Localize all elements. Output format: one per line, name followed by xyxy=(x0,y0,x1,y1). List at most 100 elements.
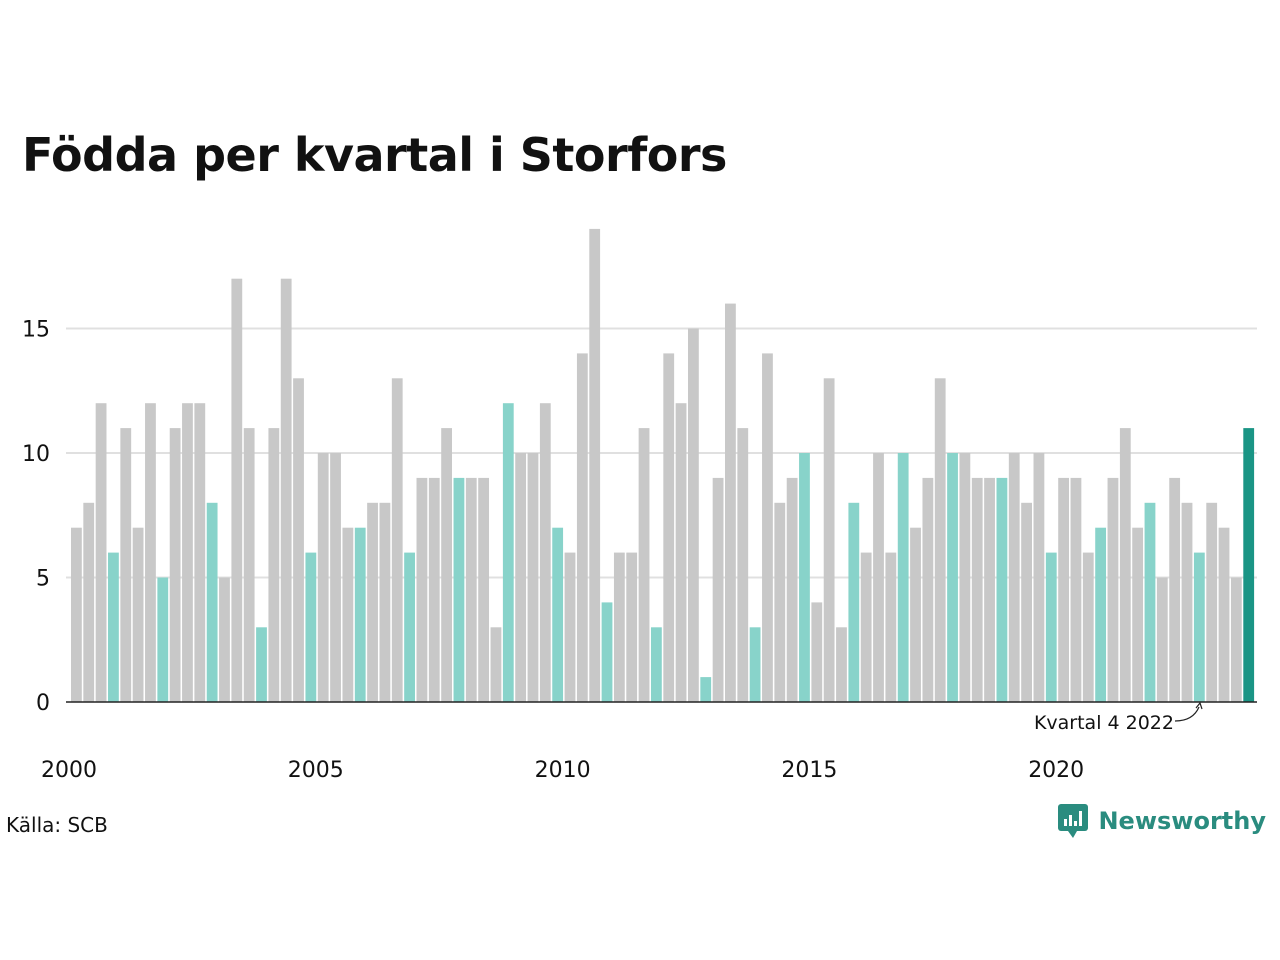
source-note: Källa: SCB xyxy=(6,813,108,837)
x-tick-label: 2005 xyxy=(288,758,344,783)
bar xyxy=(120,428,132,702)
bar xyxy=(342,527,354,702)
bar xyxy=(799,453,810,702)
bar xyxy=(552,527,564,702)
bar xyxy=(169,428,181,702)
bar xyxy=(638,428,650,702)
bar xyxy=(391,378,403,702)
bar xyxy=(539,403,551,702)
bar xyxy=(1107,477,1119,702)
bar xyxy=(934,378,946,702)
bar xyxy=(194,403,206,702)
bar xyxy=(367,502,378,702)
bar xyxy=(428,477,440,702)
bar xyxy=(256,627,267,702)
y-tick-label: 5 xyxy=(36,567,50,592)
x-tick-label: 2010 xyxy=(535,758,591,783)
annotation-label: Kvartal 4 2022 xyxy=(1034,712,1174,734)
y-tick-label: 10 xyxy=(22,442,50,467)
y-tick-label: 0 xyxy=(36,691,50,716)
y-axis-ticks: 0 5 10 15 xyxy=(22,318,50,717)
bar xyxy=(675,403,687,702)
bar xyxy=(465,477,477,702)
bar xyxy=(1144,502,1156,702)
bar xyxy=(1193,552,1205,702)
bar xyxy=(354,527,366,702)
x-axis-ticks: 2000 2005 2010 2015 2020 xyxy=(41,758,1084,783)
bar xyxy=(1058,477,1069,702)
bar xyxy=(663,353,675,702)
bar xyxy=(910,527,921,702)
y-tick-label: 15 xyxy=(22,318,50,343)
bar xyxy=(1218,527,1230,702)
bar xyxy=(1095,527,1107,702)
bar xyxy=(700,677,712,702)
bar-chart: 0 5 10 15 2000 2005 2010 2015 2020 Kvartal 4 20… xyxy=(22,228,1257,783)
bar xyxy=(860,552,872,702)
bar xyxy=(650,627,662,702)
newsworthy-logo-icon xyxy=(1058,804,1089,838)
bar xyxy=(984,477,995,702)
chart-title: Födda per kvartal i Storfors xyxy=(22,128,727,182)
bar xyxy=(83,502,95,702)
bar xyxy=(1181,502,1193,702)
bar xyxy=(490,627,502,702)
bars xyxy=(71,228,1255,702)
annotation-arrow xyxy=(1174,706,1200,722)
bar xyxy=(1070,477,1082,702)
bar xyxy=(145,403,156,702)
bar xyxy=(219,577,230,702)
bar xyxy=(737,428,749,702)
bar xyxy=(206,502,218,702)
bar xyxy=(589,228,601,702)
bar xyxy=(1169,477,1181,702)
bar xyxy=(1243,428,1255,702)
annotation: Kvartal 4 2022 xyxy=(1034,701,1203,734)
bar xyxy=(971,477,983,702)
bar xyxy=(947,453,958,702)
bar xyxy=(1045,552,1057,702)
bar xyxy=(885,552,897,702)
bar xyxy=(243,428,255,702)
bar xyxy=(601,602,613,702)
bar xyxy=(95,403,107,702)
brand-logo: Newsworthy xyxy=(1058,804,1266,838)
bar xyxy=(478,477,490,702)
bar xyxy=(897,453,909,702)
brand-name: Newsworthy xyxy=(1098,807,1266,835)
bar xyxy=(1206,502,1218,702)
bar xyxy=(527,453,539,702)
bar xyxy=(749,627,761,702)
bar xyxy=(1119,428,1131,702)
x-tick-label: 2000 xyxy=(41,758,97,783)
bar xyxy=(712,477,724,702)
bar xyxy=(71,527,82,702)
bar xyxy=(996,477,1008,702)
bar xyxy=(157,577,169,702)
bar xyxy=(305,552,317,702)
bar xyxy=(453,477,465,702)
bar xyxy=(515,453,527,702)
bar xyxy=(576,353,588,702)
bar xyxy=(725,303,736,702)
bar xyxy=(1082,552,1094,702)
bar xyxy=(416,477,428,702)
bar xyxy=(1008,453,1020,702)
bar xyxy=(1021,502,1032,702)
x-tick-label: 2015 xyxy=(781,758,837,783)
bar xyxy=(626,552,638,702)
bar xyxy=(786,477,798,702)
bar xyxy=(873,453,884,702)
bar xyxy=(293,378,304,702)
bar xyxy=(922,477,934,702)
bar xyxy=(231,278,243,702)
bar xyxy=(1156,577,1168,702)
bar xyxy=(613,552,625,702)
bar xyxy=(132,527,144,702)
bar xyxy=(1230,577,1242,702)
bar xyxy=(1033,453,1045,702)
bar xyxy=(317,453,329,702)
x-tick-label: 2020 xyxy=(1028,758,1084,783)
annotation-arrowhead xyxy=(1195,701,1203,710)
bar xyxy=(404,552,415,702)
